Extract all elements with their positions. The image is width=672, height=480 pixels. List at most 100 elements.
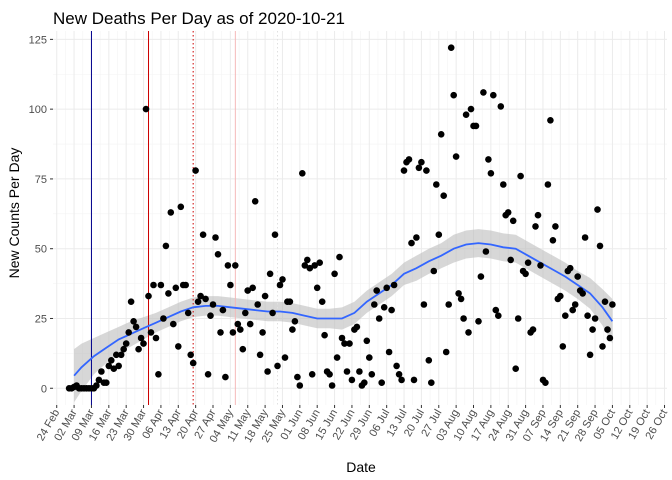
data-point [442, 348, 450, 356]
data-point [447, 44, 455, 51]
data-point [353, 323, 361, 331]
data-point [326, 371, 333, 378]
data-point [204, 371, 212, 378]
data-point [249, 284, 256, 292]
data-point [147, 329, 155, 336]
data-point [512, 365, 519, 373]
data-point [202, 295, 209, 303]
chart-title: New Deaths Per Day as of 2020-10-21 [53, 9, 345, 28]
data-point [264, 368, 271, 375]
data-point [537, 262, 544, 269]
data-point [356, 368, 363, 375]
data-point [296, 382, 304, 389]
data-point [137, 334, 145, 342]
data-point [199, 231, 207, 238]
data-point [437, 131, 445, 138]
data-point [256, 351, 264, 359]
data-point [333, 354, 341, 361]
data-point [328, 382, 336, 389]
data-point [492, 306, 500, 314]
data-point [433, 181, 440, 188]
data-point [574, 273, 581, 280]
data-point [160, 315, 167, 322]
y-tick-label: 0 [41, 383, 47, 395]
data-point [601, 298, 609, 306]
data-point [115, 362, 122, 370]
data-point [142, 105, 150, 113]
data-point [281, 354, 289, 361]
data-point [197, 292, 204, 300]
data-point [395, 371, 403, 378]
data-point [589, 326, 596, 333]
data-point [127, 298, 135, 306]
data-point [480, 89, 487, 96]
data-point [152, 334, 160, 342]
data-point [140, 340, 147, 347]
data-point [93, 382, 100, 389]
data-point [500, 181, 507, 188]
data-point [209, 301, 217, 308]
data-point [599, 343, 606, 350]
data-point [269, 309, 276, 317]
data-point [467, 105, 475, 113]
data-point [274, 362, 281, 370]
data-point [410, 376, 418, 384]
data-point [217, 329, 224, 336]
data-point [227, 281, 234, 289]
data-point [95, 376, 103, 384]
data-point [219, 306, 227, 314]
data-point [460, 315, 467, 322]
data-point [390, 281, 398, 289]
data-point [524, 259, 532, 267]
data-point [373, 287, 381, 294]
data-point [237, 326, 244, 333]
data-point [266, 270, 274, 278]
data-point [418, 158, 425, 166]
data-point [383, 284, 391, 292]
confidence-band-area [74, 229, 613, 403]
y-tick-label: 125 [29, 34, 47, 46]
data-point [117, 351, 125, 359]
data-point [182, 281, 189, 289]
data-point [184, 309, 192, 317]
data-point [316, 259, 324, 267]
data-point [145, 292, 152, 300]
data-point [504, 209, 512, 216]
data-point [132, 323, 140, 331]
data-point [98, 368, 105, 375]
data-point [194, 298, 202, 306]
data-point [346, 340, 353, 347]
data-point [532, 223, 539, 230]
data-point [509, 217, 517, 225]
data-point [254, 301, 261, 308]
data-point [122, 340, 130, 347]
data-point [544, 181, 552, 188]
data-point [450, 91, 458, 99]
data-point [594, 206, 601, 213]
data-point [398, 376, 405, 384]
data-point [606, 334, 614, 342]
data-point [385, 348, 393, 356]
data-point [581, 234, 589, 241]
data-point [415, 164, 423, 172]
data-point [311, 262, 319, 269]
data-point [279, 276, 286, 283]
data-point [291, 318, 299, 325]
data-point [465, 329, 472, 336]
data-point [405, 156, 413, 163]
data-point [388, 306, 395, 314]
y-axis-title: New Counts Per Day [6, 148, 22, 279]
data-point [207, 312, 214, 320]
data-point [155, 371, 162, 378]
data-point [566, 264, 574, 272]
data-point [341, 340, 348, 347]
data-point [380, 304, 388, 311]
data-point [338, 334, 346, 342]
data-point [294, 373, 301, 381]
data-point [192, 167, 199, 174]
data-point [234, 320, 242, 328]
data-point [130, 318, 137, 325]
data-point [103, 379, 110, 387]
data-point [224, 262, 232, 269]
